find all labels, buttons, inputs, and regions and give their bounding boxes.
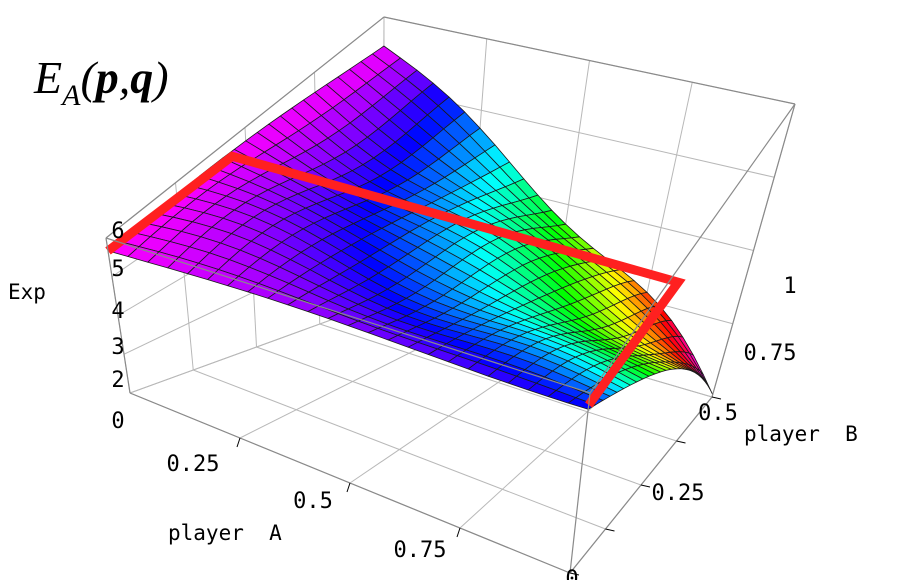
x-tick-label: 0.25 [167, 452, 220, 477]
box-edge [105, 237, 131, 394]
z-axis-ticks: 0 2 3 4 5 6 [111, 219, 124, 434]
y-tick-mark [676, 440, 686, 444]
grid-line [256, 346, 642, 486]
box-edge [711, 103, 796, 398]
z-tick-label: 2 [111, 368, 124, 393]
bounding-box-front [105, 16, 796, 576]
y-tick-label: 0.75 [744, 341, 797, 366]
x-axis-label: player A [168, 521, 282, 545]
y-tick-mark [640, 484, 651, 488]
y-tick-mark [711, 396, 722, 400]
title-close-paren: ) [150, 52, 168, 103]
box-edge [105, 16, 385, 239]
grid-line [319, 323, 677, 442]
title-p: p [92, 52, 119, 103]
highlight-path [105, 151, 686, 408]
title-comma: , [119, 52, 131, 103]
x-axis-ticks: 0.25 0.5 0.75 [167, 452, 447, 563]
box-edge [589, 103, 796, 394]
surface-mesh [107, 45, 714, 410]
title-q: q [130, 52, 153, 103]
x-tick-label: 0.75 [394, 538, 447, 563]
z-tick-label: 5 [111, 257, 124, 282]
chart-title: EA(p,q) [33, 52, 169, 112]
box-edge [383, 16, 796, 105]
x-tick-mark [456, 527, 461, 538]
z-tick-label: 4 [111, 299, 124, 324]
z-tick-label: 0 [111, 409, 124, 434]
y-tick-mark [605, 528, 615, 532]
x-tick-mark [236, 437, 241, 448]
y-axis-label: player B [744, 422, 858, 446]
y-tick-label: 0.5 [698, 401, 738, 426]
z-axis-label: Exp [8, 280, 46, 304]
y-tick-label: 1 [783, 274, 796, 299]
title-subscript: A [60, 79, 81, 112]
x-tick-label: 0.5 [293, 489, 333, 514]
chart-title-text: EA(p,q) [33, 52, 169, 112]
y-tick-mark [569, 572, 580, 576]
title-open-paren: ( [80, 52, 98, 103]
title-symbol: E [33, 52, 62, 103]
highlight-line [105, 151, 686, 408]
y-tick-label: 0 [565, 567, 578, 580]
y-tick-label: 0.25 [652, 481, 705, 506]
y-axis-ticks: 0 0.25 0.5 0.75 1 [565, 274, 796, 580]
x-tick-mark [346, 482, 351, 493]
box-edge [569, 392, 591, 574]
z-tick-label: 6 [111, 219, 124, 244]
z-tick-label: 3 [111, 335, 124, 360]
box-edge [105, 237, 591, 394]
